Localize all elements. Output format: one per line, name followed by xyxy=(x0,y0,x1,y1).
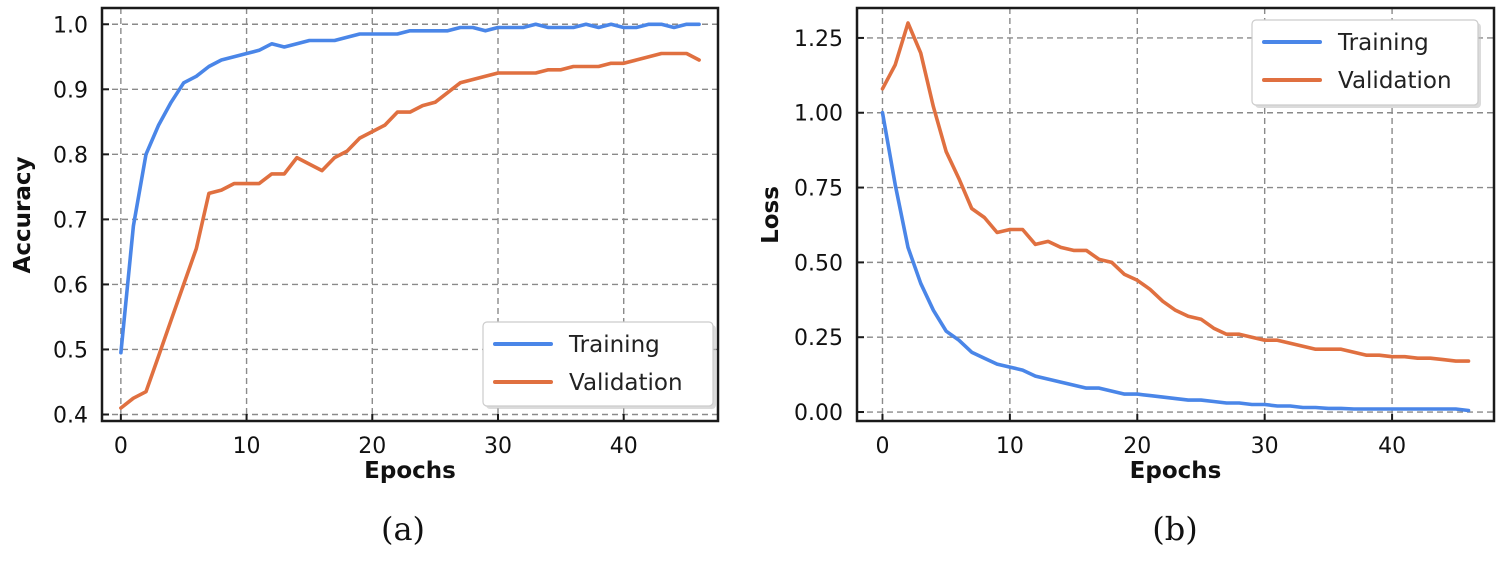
y-axis-label: Accuracy xyxy=(10,157,36,274)
series-line-validation xyxy=(119,51,701,410)
series-line-training xyxy=(119,22,701,355)
panel-caption: (b) xyxy=(1152,510,1197,548)
y-tick-label: 0.5 xyxy=(53,338,88,363)
x-tick-label: 40 xyxy=(610,434,638,459)
x-tick-label: 10 xyxy=(996,434,1024,459)
y-axis-label: Loss xyxy=(758,186,784,244)
panel-caption: (a) xyxy=(381,510,425,548)
chart-panel-a: 0 10 20 30 40 0.4 0.5 0.6 0.7 0.8 0.9 1.0 Epochs Accu… xyxy=(10,6,720,548)
y-tick-label: 0.50 xyxy=(794,251,843,276)
x-tick-label: 40 xyxy=(1378,434,1406,459)
y-tick-label: 0.8 xyxy=(53,143,88,168)
x-tick-label: 30 xyxy=(1251,434,1279,459)
y-tick-label: 0.25 xyxy=(794,326,843,351)
y-tick-label: 0.9 xyxy=(53,78,88,103)
x-axis-label: Epochs xyxy=(1130,458,1222,484)
y-tick-label: 0.4 xyxy=(53,403,88,428)
chart-panel-b: 0 10 20 30 40 0.00 0.25 0.50 0.75 1.00 1.25 Epochs L… xyxy=(758,6,1496,548)
legend-label-training: Training xyxy=(568,332,660,358)
y-tick-label: 1.25 xyxy=(794,27,843,52)
y-tick-label: 0.7 xyxy=(53,208,88,233)
plot-frame xyxy=(100,6,720,423)
x-tick-label: 0 xyxy=(114,434,128,459)
y-tick-label: 1.0 xyxy=(53,13,88,38)
legend-label-validation: Validation xyxy=(569,370,683,396)
x-tick-label: 0 xyxy=(875,434,889,459)
y-tick-label: 0.75 xyxy=(794,177,843,202)
y-tick-label: 0.00 xyxy=(794,401,843,426)
series-line-training xyxy=(880,110,1471,413)
x-tick-label: 30 xyxy=(484,434,512,459)
x-tick-label: 10 xyxy=(233,434,261,459)
legend-label-validation: Validation xyxy=(1338,68,1452,94)
plot-frame xyxy=(855,6,1496,423)
legend: Training Validation xyxy=(1251,19,1481,108)
y-tick-label: 1.00 xyxy=(794,102,843,127)
legend: Training Validation xyxy=(482,321,716,409)
series-line-validation xyxy=(880,21,1471,363)
x-tick-label: 20 xyxy=(1123,434,1151,459)
legend-label-training: Training xyxy=(1337,30,1429,56)
y-tick-label: 0.6 xyxy=(53,273,88,298)
x-tick-label: 20 xyxy=(358,434,386,459)
x-axis-label: Epochs xyxy=(364,458,456,484)
